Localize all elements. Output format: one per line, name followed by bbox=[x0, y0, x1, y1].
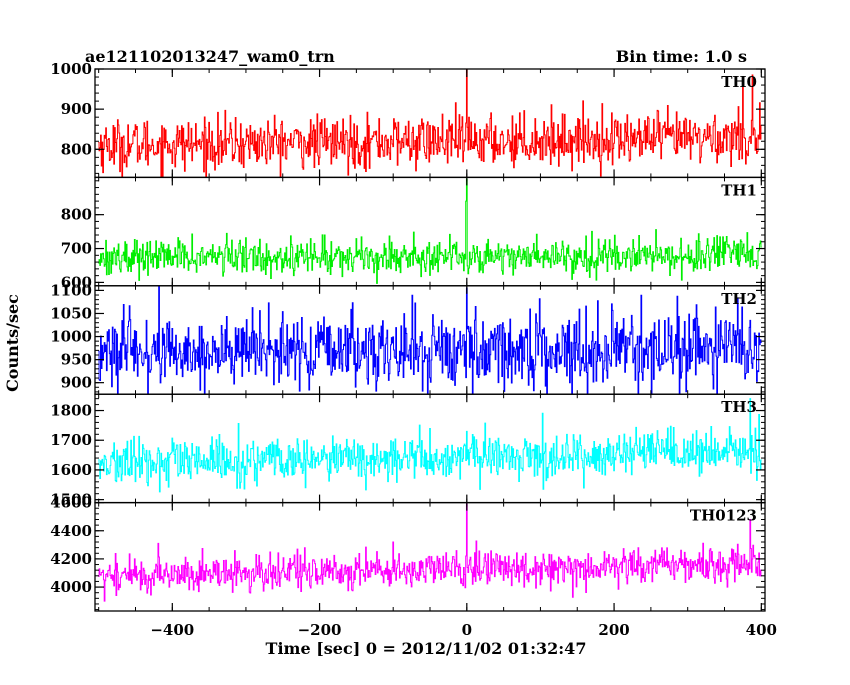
y-tick-label-th3-1600: 1600 bbox=[50, 461, 92, 479]
y-tick-label-th0123-4400: 4400 bbox=[50, 522, 92, 540]
x-tick-label-400: 400 bbox=[746, 621, 777, 639]
y-tick-label-th1-600: 600 bbox=[61, 273, 92, 291]
panel-label-th2: TH2 bbox=[721, 290, 757, 308]
x-tick-label-200: 200 bbox=[598, 621, 629, 639]
y-tick-label-th2-900: 900 bbox=[61, 374, 92, 392]
panel-th1: 600 700 800 TH1 bbox=[61, 176, 766, 291]
bin-time-label: Bin time: 1.0 s bbox=[616, 47, 747, 66]
x-axis-label: Time [sec] 0 = 2012/11/02 01:32:47 bbox=[266, 639, 587, 658]
y-tick-label-th0-900: 900 bbox=[61, 100, 92, 118]
y-tick-label-th1-800: 800 bbox=[61, 206, 92, 224]
x-tick-label-0: 0 bbox=[462, 621, 472, 639]
y-tick-label-th3-1700: 1700 bbox=[50, 431, 92, 449]
y-tick-label-th0123-4200: 4200 bbox=[50, 550, 92, 568]
y-tick-label-th0-1000: 1000 bbox=[50, 60, 92, 78]
figure-title: ae121102013247_wam0_trn bbox=[85, 47, 335, 66]
panel-th0123: 4000 4200 4400 4600 TH0123 bbox=[50, 494, 766, 612]
panel-label-th3: TH3 bbox=[721, 398, 757, 416]
series-th1 bbox=[98, 178, 762, 284]
y-tick-label-th3-1800: 1800 bbox=[50, 402, 92, 420]
y-axis-label: Counts/sec bbox=[3, 294, 22, 392]
panel-label-th1: TH1 bbox=[721, 181, 757, 199]
y-tick-label-th0123-4000: 4000 bbox=[50, 578, 92, 596]
y-tick-label-th0123-4600: 4600 bbox=[50, 494, 92, 512]
x-tick-label--200: −200 bbox=[298, 621, 342, 639]
series-th0123 bbox=[98, 503, 762, 602]
y-tick-label-th0-800: 800 bbox=[61, 140, 92, 158]
panel-th3: 1500 1600 1700 1800 TH3 bbox=[50, 393, 766, 509]
y-tick-label-th2-950: 950 bbox=[61, 351, 92, 369]
panel-label-th0123: TH0123 bbox=[690, 507, 757, 525]
panel-label-th0: TH0 bbox=[721, 73, 757, 91]
series-th2 bbox=[98, 285, 762, 395]
series-th3 bbox=[98, 398, 762, 493]
panel-th2: 900 950 1000 1050 1100 TH2 bbox=[50, 281, 766, 395]
y-tick-label-th3-1500: 1500 bbox=[50, 491, 92, 509]
y-tick-label-th2-1000: 1000 bbox=[50, 328, 92, 346]
series-th0 bbox=[98, 69, 762, 178]
y-tick-label-th2-1050: 1050 bbox=[50, 304, 92, 322]
x-tick-label--400: −400 bbox=[150, 621, 194, 639]
panels-layer: 800 900 1000 TH0 600 700 800 TH1 900 950 1000 1050 1… bbox=[50, 60, 766, 612]
panel-th0: 800 900 1000 TH0 bbox=[50, 60, 766, 179]
y-tick-label-th1-700: 700 bbox=[61, 240, 92, 258]
y-tick-label-th2-1100: 1100 bbox=[50, 281, 92, 299]
